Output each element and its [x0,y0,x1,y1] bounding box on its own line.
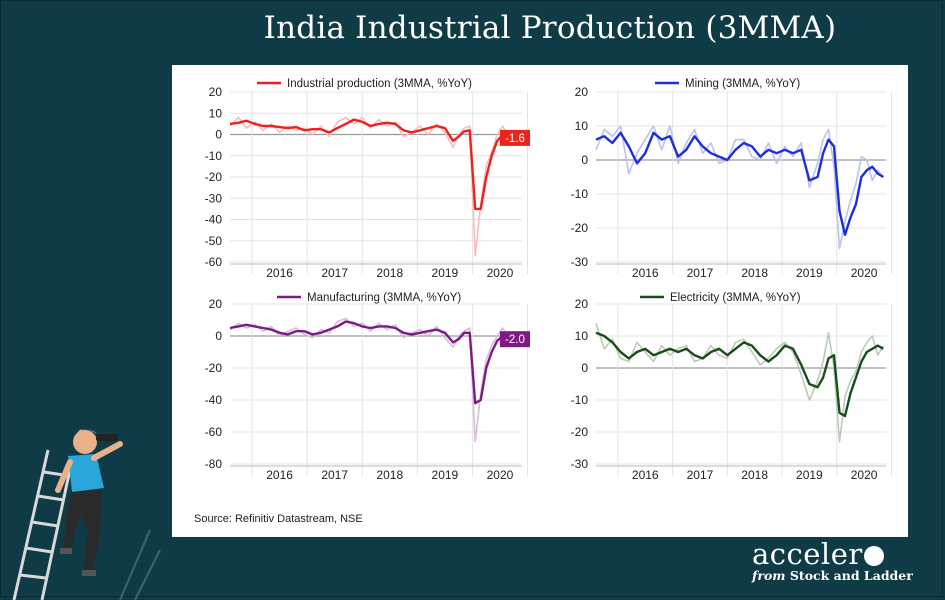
x-tick-label: 2020 [851,468,878,482]
y-tick-label: 20 [575,297,589,311]
y-tick-label: -20 [571,425,589,439]
y-tick-label: 0 [581,153,588,167]
x-tick-label: 2018 [741,468,768,482]
brand-logo: acceler from Stock and Ladder [752,538,922,583]
legend-label: Electricity (3MMA, %YoY) [670,292,801,304]
y-tick-label: 0 [581,361,588,375]
brand-sub-italic: from [752,568,786,583]
x-tick-label: 2017 [687,266,714,280]
x-tick-label: 2017 [321,468,348,482]
x-tick-label: 2017 [321,266,348,280]
y-tick-label: -50 [205,234,223,248]
x-tick-label: 2018 [376,266,403,280]
last-value-badge [500,331,530,348]
legend-label: Manufacturing (3MMA, %YoY) [307,292,461,304]
y-tick-label: -20 [205,361,223,375]
slide-title: India Industrial Production (3MMA) [263,10,837,46]
x-tick-label: 2019 [432,266,459,280]
series-line [595,131,884,237]
x-tick-label: 2018 [741,266,768,280]
y-tick-label: -10 [571,393,589,407]
chart-panel: 20 10 0 -10 -20 -30 -40 -50 -60 2016 2017 2018 2019 2… [172,65,908,537]
y-tick-label: -20 [205,170,223,184]
monthly-series-line [595,322,884,443]
y-tick-label: 20 [209,297,223,311]
y-tick-label: -40 [205,393,223,407]
y-tick-label: -60 [205,255,223,269]
series-line [229,118,515,211]
series-line [229,320,515,405]
y-tick-label: -10 [571,187,589,201]
mining-chart: 20 10 0 -10 -20 -30 2016 2017 2018 2019 2020 Mining… [571,78,892,280]
y-tick-label: -30 [571,457,589,471]
manufacturing-chart: 20 0 -20 -40 -60 -80 2016 2017 2018 2019 2020 Manuf… [205,292,530,482]
y-tick-label: -30 [205,191,223,205]
y-tick-label: 10 [575,329,589,343]
industrial-production-chart: 20 10 0 -10 -20 -30 -40 -50 -60 2016 2017 2018 2019 2… [205,78,530,280]
y-tick-label: -40 [205,213,223,227]
monthly-series-line [595,125,884,250]
y-tick-label: -80 [205,457,223,471]
legend-label: Industrial production (3MMA, %YoY) [287,78,472,90]
ladder-climber-illustration [12,429,161,600]
x-tick-label: 2019 [432,468,459,482]
series-line [595,331,884,418]
x-tick-label: 2020 [851,266,878,280]
y-tick-label: 0 [215,329,222,343]
y-tick-label: -20 [571,221,589,235]
x-tick-label: 2016 [266,468,293,482]
y-tick-label: 20 [575,85,589,99]
source-note: Source: Refinitiv Datastream, NSE [194,513,363,525]
y-tick-label: 20 [209,85,223,99]
legend-label: Mining (3MMA, %YoY) [685,78,800,90]
x-tick-label: 2018 [376,468,403,482]
brand-mark-icon [863,546,884,566]
y-tick-label: -60 [205,425,223,439]
y-tick-label: 10 [209,106,223,120]
x-tick-label: 2020 [487,468,514,482]
x-tick-label: 2020 [487,266,514,280]
y-tick-label: 10 [575,119,589,133]
last-value-label: -1.6 [505,133,525,145]
x-tick-label: 2016 [632,468,659,482]
last-value-badge [500,129,530,146]
x-tick-label: 2017 [687,468,714,482]
y-tick-label: -10 [205,149,223,163]
x-tick-label: 2019 [796,266,823,280]
x-tick-label: 2016 [632,266,659,280]
brand-name: acceler [752,537,863,571]
electricity-chart: 20 10 0 -10 -20 -30 2016 2017 2018 2019 2020 Electr… [571,292,892,482]
monthly-series-line [229,116,514,257]
brand-sub: Stock and Ladder [789,568,913,583]
x-tick-label: 2019 [796,468,823,482]
x-tick-label: 2016 [266,266,293,280]
last-value-label: -2.0 [505,334,525,346]
y-tick-label: 0 [215,128,222,142]
y-tick-label: -30 [571,255,589,269]
